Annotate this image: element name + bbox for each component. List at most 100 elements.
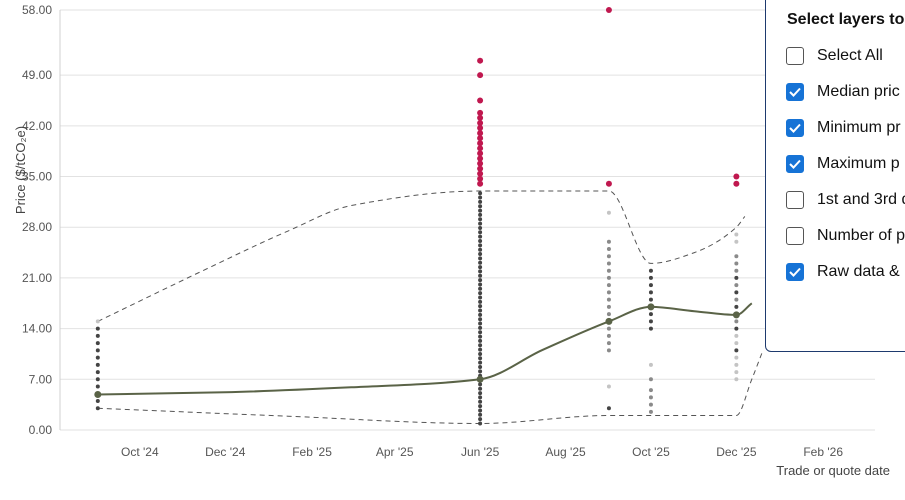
- raw-data-point[interactable]: [734, 297, 739, 302]
- raw-data-point[interactable]: [478, 351, 483, 356]
- raw-data-point[interactable]: [478, 347, 483, 352]
- outlier-point[interactable]: [477, 97, 484, 104]
- outlier-point[interactable]: [477, 175, 484, 182]
- raw-data-point[interactable]: [648, 326, 653, 331]
- raw-data-point[interactable]: [606, 239, 611, 244]
- raw-data-point[interactable]: [734, 254, 739, 259]
- raw-data-point[interactable]: [648, 275, 653, 280]
- layer-option-2[interactable]: Minimum pr: [786, 116, 901, 140]
- raw-data-point[interactable]: [478, 312, 483, 317]
- raw-data-point[interactable]: [606, 384, 611, 389]
- raw-data-point[interactable]: [478, 265, 483, 270]
- raw-data-point[interactable]: [478, 299, 483, 304]
- raw-data-point[interactable]: [478, 295, 483, 300]
- layer-option-4[interactable]: 1st and 3rd q: [786, 188, 905, 212]
- raw-data-point[interactable]: [734, 283, 739, 288]
- outlier-point[interactable]: [733, 173, 740, 180]
- raw-data-point[interactable]: [734, 341, 739, 346]
- raw-data-point[interactable]: [606, 326, 611, 331]
- outlier-point[interactable]: [477, 119, 484, 126]
- raw-data-point[interactable]: [606, 348, 611, 353]
- raw-data-point[interactable]: [95, 348, 100, 353]
- raw-data-point[interactable]: [734, 362, 739, 367]
- layer-option-6[interactable]: Raw data &: [786, 260, 900, 284]
- raw-data-point[interactable]: [478, 243, 483, 248]
- outlier-point[interactable]: [477, 155, 484, 162]
- raw-data-point[interactable]: [734, 377, 739, 382]
- raw-data-point[interactable]: [648, 388, 653, 393]
- raw-data-point[interactable]: [648, 268, 653, 273]
- raw-data-point[interactable]: [478, 256, 483, 261]
- raw-data-point[interactable]: [606, 304, 611, 309]
- raw-data-point[interactable]: [478, 217, 483, 222]
- outlier-point[interactable]: [477, 160, 484, 167]
- raw-data-point[interactable]: [478, 234, 483, 239]
- outlier-point[interactable]: [477, 150, 484, 157]
- raw-data-point[interactable]: [606, 341, 611, 346]
- raw-data-point[interactable]: [478, 304, 483, 309]
- outlier-point[interactable]: [477, 125, 484, 132]
- outlier-point[interactable]: [477, 130, 484, 137]
- raw-data-point[interactable]: [478, 334, 483, 339]
- raw-data-point[interactable]: [478, 404, 483, 409]
- raw-data-point[interactable]: [648, 395, 653, 400]
- raw-data-point[interactable]: [478, 252, 483, 257]
- raw-data-point[interactable]: [478, 365, 483, 369]
- raw-data-point[interactable]: [648, 362, 653, 367]
- raw-data-point[interactable]: [478, 421, 483, 426]
- raw-data-point[interactable]: [648, 377, 653, 382]
- raw-data-point[interactable]: [648, 319, 653, 324]
- raw-data-point[interactable]: [478, 369, 483, 374]
- raw-data-point[interactable]: [95, 326, 100, 331]
- raw-data-point[interactable]: [734, 319, 739, 324]
- outlier-point[interactable]: [477, 170, 484, 177]
- raw-data-point[interactable]: [478, 291, 483, 296]
- outlier-point[interactable]: [477, 145, 484, 152]
- raw-data-point[interactable]: [478, 273, 483, 278]
- raw-data-point[interactable]: [478, 199, 483, 204]
- layer-checkbox[interactable]: [786, 47, 804, 65]
- raw-data-point[interactable]: [478, 330, 483, 335]
- raw-data-point[interactable]: [478, 247, 483, 252]
- layer-option-5[interactable]: Number of p: [786, 224, 905, 248]
- median-point[interactable]: [94, 391, 102, 399]
- raw-data-point[interactable]: [606, 283, 611, 288]
- raw-data-point[interactable]: [734, 275, 739, 280]
- raw-data-point[interactable]: [606, 297, 611, 302]
- raw-data-point[interactable]: [648, 409, 653, 414]
- raw-data-point[interactable]: [606, 275, 611, 280]
- layer-checkbox[interactable]: [786, 83, 804, 101]
- raw-data-point[interactable]: [478, 395, 483, 400]
- raw-data-point[interactable]: [734, 370, 739, 375]
- raw-data-point[interactable]: [95, 333, 100, 338]
- layer-checkbox[interactable]: [786, 227, 804, 245]
- raw-data-point[interactable]: [734, 348, 739, 353]
- raw-data-point[interactable]: [95, 341, 100, 346]
- outlier-point[interactable]: [477, 114, 484, 121]
- raw-data-point[interactable]: [95, 384, 100, 389]
- median-point[interactable]: [476, 375, 484, 383]
- raw-data-point[interactable]: [606, 312, 611, 317]
- raw-data-point[interactable]: [478, 221, 483, 226]
- raw-data-point[interactable]: [95, 399, 100, 404]
- layer-option-0[interactable]: Select All: [786, 44, 883, 68]
- raw-data-point[interactable]: [478, 260, 483, 265]
- raw-data-point[interactable]: [95, 377, 100, 382]
- raw-data-point[interactable]: [478, 391, 483, 396]
- raw-data-point[interactable]: [734, 290, 739, 295]
- raw-data-point[interactable]: [95, 370, 100, 375]
- median-point[interactable]: [732, 311, 740, 319]
- raw-data-point[interactable]: [478, 269, 483, 274]
- raw-data-point[interactable]: [478, 212, 483, 217]
- outlier-point[interactable]: [605, 7, 612, 13]
- layer-option-1[interactable]: Median pric: [786, 80, 900, 104]
- raw-data-point[interactable]: [606, 246, 611, 251]
- raw-data-point[interactable]: [478, 230, 483, 235]
- raw-data-point[interactable]: [478, 286, 483, 291]
- raw-data-point[interactable]: [606, 254, 611, 259]
- raw-data-point[interactable]: [648, 297, 653, 302]
- raw-data-point[interactable]: [606, 406, 611, 411]
- raw-data-point[interactable]: [606, 290, 611, 295]
- raw-data-point[interactable]: [95, 362, 100, 367]
- raw-data-point[interactable]: [734, 333, 739, 338]
